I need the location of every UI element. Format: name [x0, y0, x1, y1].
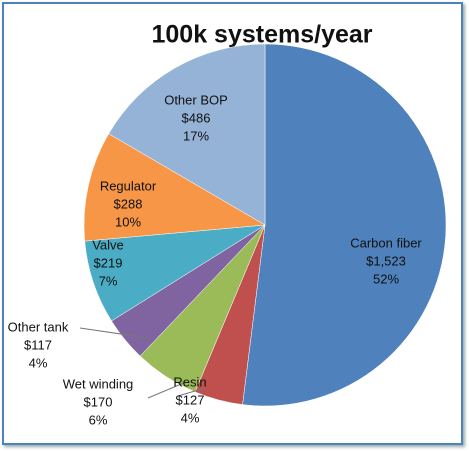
slice-value: $219 [94, 255, 123, 270]
leader-line [79, 327, 149, 339]
slice-label: Other tank [8, 319, 69, 334]
slice-percent: 52% [373, 271, 399, 286]
slice-percent: 7% [99, 273, 118, 288]
slice-percent: 17% [183, 128, 209, 143]
slice-label: Valve [92, 237, 124, 252]
pie-slice [242, 43, 447, 407]
leader-line [147, 381, 187, 399]
slice-percent: 4% [29, 355, 48, 370]
slice-label: Resin [173, 374, 206, 389]
slice-value: $288 [114, 196, 143, 211]
slice-value: $1,523 [366, 253, 406, 268]
slice-value: $170 [84, 394, 113, 409]
pie-slice [108, 43, 266, 226]
slice-label: Wet winding [63, 376, 134, 391]
slice-percent: 6% [89, 412, 108, 427]
pie-slice [83, 133, 266, 242]
slice-value: $117 [24, 337, 52, 352]
slice-label: Regulator [100, 178, 157, 193]
slice-value: $486 [182, 110, 211, 125]
slice-percent: 4% [181, 410, 200, 425]
slice-value: $127 [176, 392, 205, 407]
slice-label: Carbon fiber [350, 235, 422, 250]
slice-percent: 10% [115, 214, 141, 229]
slice-label: Other BOP [164, 92, 228, 107]
leader-line [177, 387, 206, 397]
